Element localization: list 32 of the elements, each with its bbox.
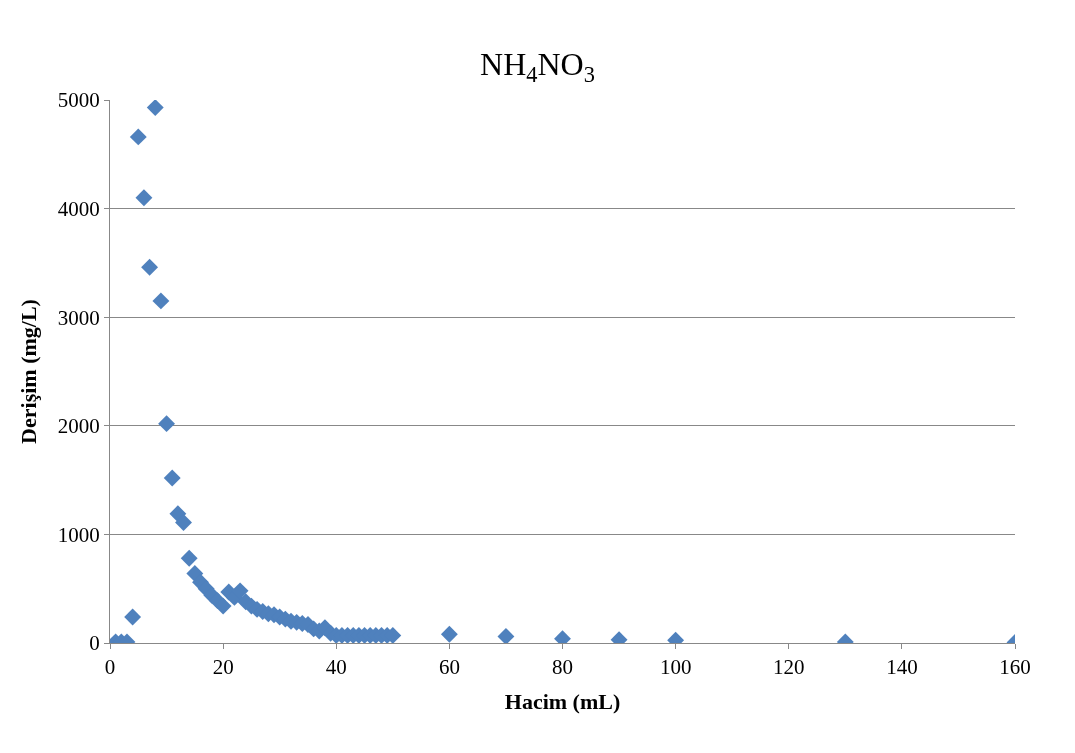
point — [497, 628, 515, 643]
y-tick-label: 3000 — [57, 305, 100, 330]
point — [440, 625, 458, 643]
x-tick-label: 80 — [552, 655, 573, 680]
x-tick-label: 40 — [325, 655, 347, 680]
point — [175, 514, 192, 531]
point — [146, 100, 164, 117]
point — [180, 549, 198, 567]
y-tick-label: 0 — [89, 631, 100, 656]
point — [158, 415, 176, 433]
x-axis-title: Hacim (mL) — [504, 689, 621, 715]
x-tick-label: 20 — [212, 655, 234, 680]
point — [124, 608, 142, 626]
x-tick-label: 120 — [773, 655, 805, 680]
x-tick-label: 140 — [886, 655, 918, 680]
point — [141, 258, 159, 276]
y-axis-title: Derişim (mg/L) — [15, 299, 41, 444]
point — [186, 565, 204, 582]
y-tick-label: 4000 — [57, 196, 100, 221]
x-tick-label: 100 — [659, 655, 692, 680]
point — [163, 469, 181, 487]
point — [129, 128, 147, 146]
point — [214, 597, 232, 615]
chart-title: NH$_{4}$NO$_{3}$ — [480, 46, 595, 87]
y-tick-label: 5000 — [57, 88, 100, 113]
x-tick-label: 60 — [438, 655, 460, 680]
y-tick-label: 1000 — [57, 522, 100, 547]
point — [135, 189, 153, 207]
y-tick-label: 2000 — [57, 414, 100, 439]
x-tick-label: 0 — [104, 655, 116, 680]
point — [152, 292, 170, 310]
x-tick-label: 160 — [999, 655, 1031, 680]
